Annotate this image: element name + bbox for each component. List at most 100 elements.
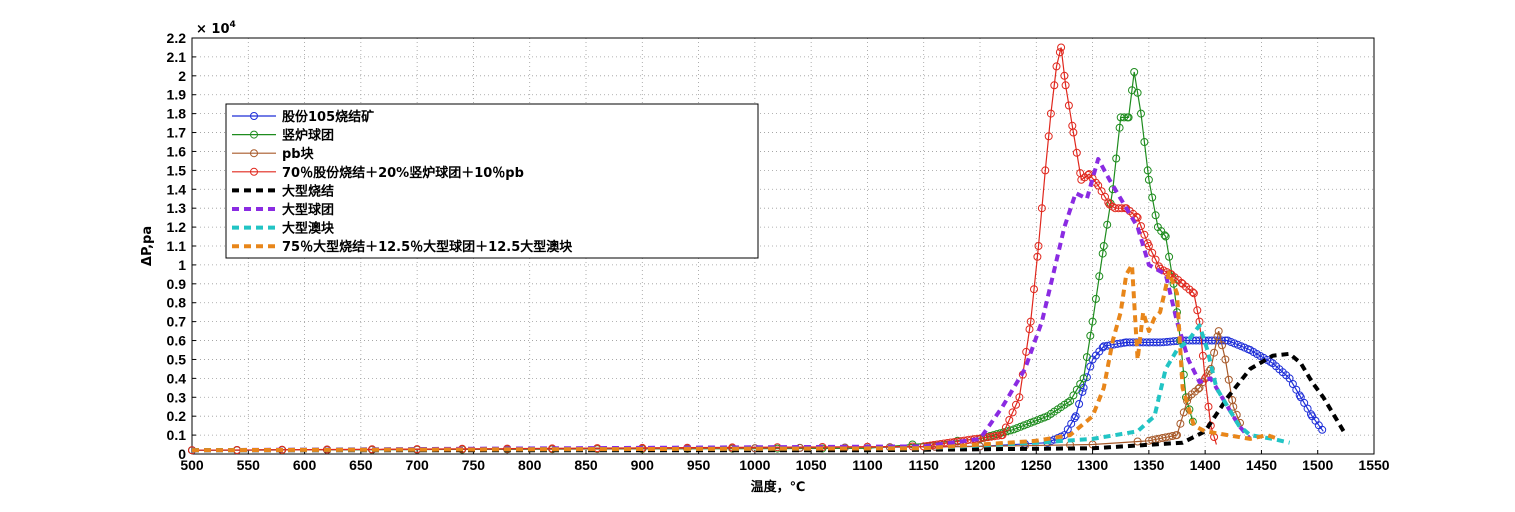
y-tick-label: 1.7	[167, 125, 187, 141]
legend-label: 大型球团	[282, 202, 334, 218]
data-point	[1168, 432, 1177, 440]
series-line	[191, 330, 1242, 451]
data-point	[1078, 387, 1087, 396]
legend-box	[225, 103, 759, 259]
data-point	[1088, 317, 1097, 326]
data-point	[1116, 339, 1125, 348]
data-point	[1071, 412, 1080, 421]
data-point	[1015, 393, 1024, 402]
legend-label: 大型烧结	[282, 183, 334, 199]
data-point	[1072, 148, 1081, 157]
x-tick-label: 950	[687, 457, 711, 473]
series-line	[191, 323, 1291, 453]
y-tick-label: 0.4	[167, 370, 187, 386]
x-tick-label: 1300	[1077, 457, 1108, 473]
data-point	[1095, 272, 1104, 281]
data-point	[1075, 400, 1084, 408]
data-point	[1112, 154, 1121, 163]
legend-marker	[250, 167, 258, 176]
data-point	[1133, 88, 1142, 97]
data-point	[1036, 414, 1045, 423]
data-point	[1189, 289, 1198, 298]
x-tick-label: 1250	[1021, 457, 1052, 473]
legend-marker	[250, 130, 258, 139]
data-point	[994, 431, 1002, 440]
data-point	[1063, 398, 1072, 407]
y-tick-label: 1.2	[167, 219, 187, 235]
y-tick-label: 2.1	[167, 49, 187, 65]
data-point	[1019, 421, 1028, 430]
data-point	[1120, 113, 1129, 122]
x-axis-ticks: 500 550 600 650 700 750 800 850 900 950 1000 1050 11…	[180, 450, 1390, 473]
data-point	[1143, 166, 1152, 175]
data-point	[1012, 400, 1020, 409]
y-tick-label: 0	[178, 446, 186, 462]
data-point	[1079, 374, 1088, 383]
data-point	[1218, 341, 1226, 350]
legend-label: 大型澳块	[282, 221, 335, 237]
x-tick-label: 800	[518, 457, 542, 473]
data-point	[1140, 138, 1149, 146]
data-point	[1044, 132, 1053, 141]
data-point	[1148, 248, 1157, 257]
data-point	[1041, 166, 1050, 175]
x-tick-label: 550	[237, 457, 261, 473]
data-point	[1307, 410, 1315, 419]
series-line	[191, 157, 1252, 453]
x-tick-label: 1400	[1190, 457, 1221, 473]
data-point	[1173, 431, 1181, 440]
series-line	[191, 262, 1279, 453]
data-point	[1037, 204, 1046, 213]
data-point	[1108, 202, 1117, 211]
data-point	[1295, 391, 1304, 400]
data-point	[1115, 123, 1124, 132]
data-point	[1144, 175, 1153, 184]
legend-label: 70％股份烧结＋20%竖炉球团＋10％pb	[282, 165, 524, 181]
x-axis-label: 温度，℃	[751, 479, 806, 495]
data-point	[1057, 43, 1066, 52]
y-multiplier: × 104	[196, 20, 236, 37]
y-axis-label: ΔP,pa	[140, 226, 155, 266]
y-tick-label: 1.8	[167, 106, 187, 122]
data-point	[1030, 285, 1038, 294]
legend-marker	[250, 112, 258, 120]
data-point	[1214, 327, 1223, 336]
y-tick-label: 0.9	[167, 276, 187, 292]
x-tick-label: 750	[462, 457, 486, 473]
data-point	[1198, 351, 1207, 360]
x-tick-label: 600	[293, 457, 317, 473]
legend-marker	[250, 149, 258, 158]
legend-label: 股份105烧结矿	[282, 109, 374, 125]
x-tick-label: 1350	[1133, 457, 1164, 473]
data-point	[1137, 222, 1145, 231]
series-6	[191, 157, 1252, 453]
data-point	[1008, 408, 1017, 417]
data-point	[1025, 325, 1034, 334]
data-point	[1130, 68, 1139, 76]
data-point	[1001, 423, 1010, 432]
x-tick-label: 1150	[909, 457, 940, 473]
data-point	[1023, 420, 1032, 429]
data-point	[1069, 128, 1078, 137]
y-tick-label: 1.9	[167, 87, 187, 103]
legend-label: 竖炉球团	[282, 128, 334, 144]
x-tick-label: 650	[349, 457, 373, 473]
data-point	[1026, 317, 1035, 326]
data-point	[1098, 343, 1107, 352]
y-tick-label: 0.6	[167, 333, 187, 349]
y-axis-ticks: 0 0.1 0.2 0.3 0.4 0.5 0.6 0.7 0.8 0.9 1 1.1 1.2 1.3 1.…	[167, 30, 196, 462]
data-point	[1288, 380, 1297, 388]
y-tick-label: 0.7	[167, 314, 187, 330]
data-point	[1094, 181, 1103, 190]
y-tick-label: 1.3	[167, 200, 187, 216]
series-5	[192, 351, 1348, 453]
data-point	[1050, 81, 1059, 90]
legend-label: pb块	[282, 146, 315, 162]
x-tick-label: 850	[574, 457, 598, 473]
series-8	[191, 262, 1279, 453]
data-point	[1165, 252, 1174, 261]
data-point	[1194, 384, 1203, 393]
data-point	[1086, 362, 1095, 371]
data-point	[1151, 255, 1160, 264]
